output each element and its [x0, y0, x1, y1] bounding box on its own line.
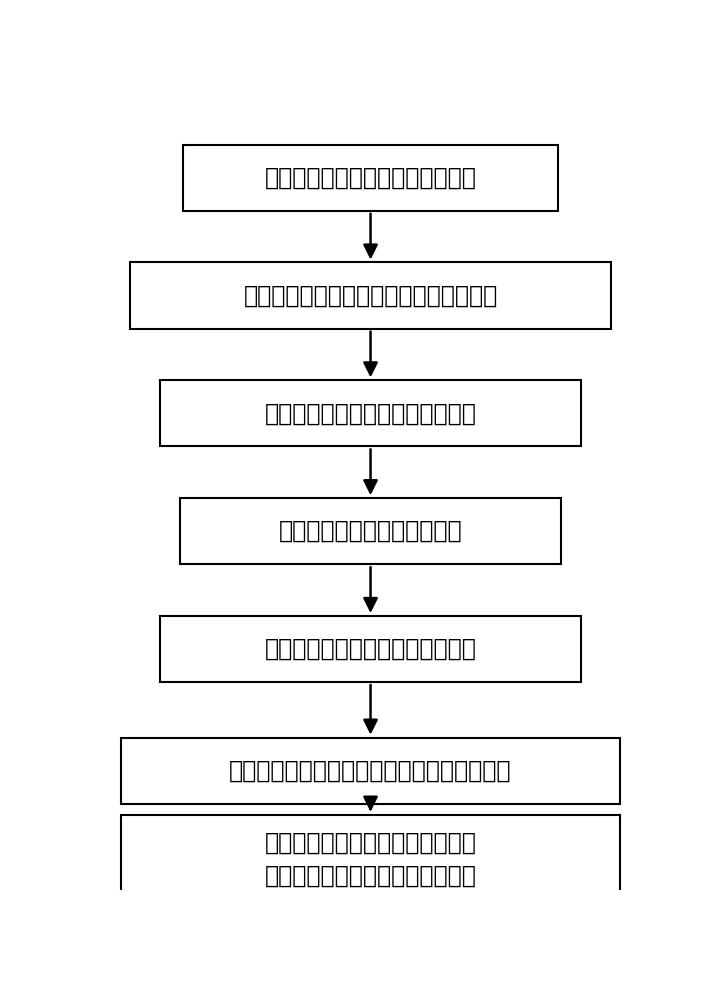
Bar — [161, 380, 581, 446]
Bar — [121, 738, 620, 804]
Bar — [161, 616, 581, 682]
Text: 敏感负荷电压暂降凹陷域矩阵获取: 敏感负荷电压暂降凹陷域矩阵获取 — [265, 401, 476, 425]
Bar — [129, 262, 612, 329]
Text: 敏感负荷接入点的母线电压暂降矩阵获取: 敏感负荷接入点的母线电压暂降矩阵获取 — [244, 284, 497, 308]
Text: 敏感负荷故障限流器安装方案对比
与敏感负荷电压暂降缓解方案获取: 敏感负荷故障限流器安装方案对比 与敏感负荷电压暂降缓解方案获取 — [265, 830, 476, 888]
Text: 敏感负荷故障限流器安装支路确定: 敏感负荷故障限流器安装支路确定 — [265, 637, 476, 661]
Text: 敏感负荷选择及电压暂降阈值确定: 敏感负荷选择及电压暂降阈值确定 — [265, 166, 476, 190]
Bar — [121, 815, 620, 904]
Text: 故障限流器安装支路的故障限流器电抗值确定: 故障限流器安装支路的故障限流器电抗值确定 — [229, 759, 512, 783]
Bar — [180, 498, 561, 564]
Text: 敏感负荷电压暂降凹陷域获取: 敏感负荷电压暂降凹陷域获取 — [279, 519, 462, 543]
Bar — [183, 145, 558, 211]
